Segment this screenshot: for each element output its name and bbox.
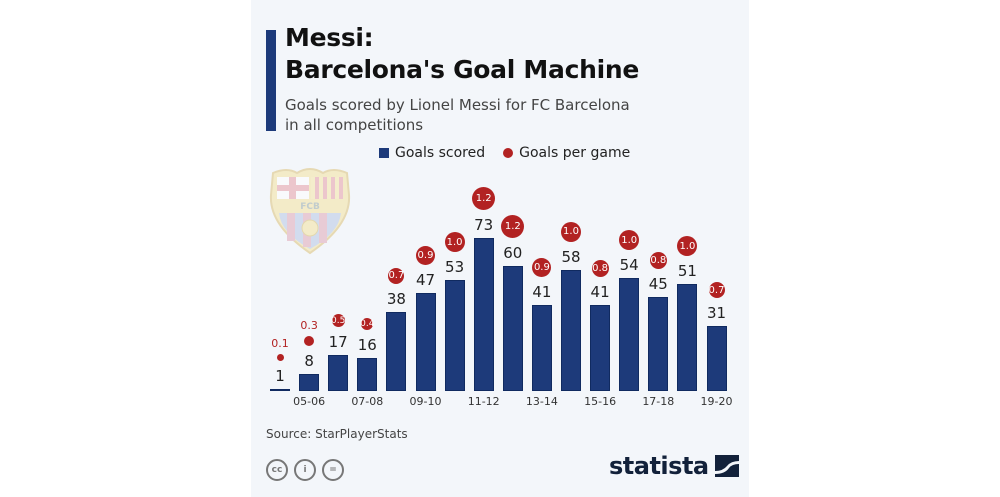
legend-label-goals-scored: Goals scored <box>395 145 486 161</box>
source-text: Source: StarPlayerStats <box>266 427 408 441</box>
goals-per-game-bubble: 1.0 <box>561 221 581 242</box>
statista-logo[interactable]: statista <box>609 452 739 480</box>
bar-value-label: 54 <box>619 256 639 275</box>
bar-19-20 <box>706 326 727 391</box>
title-line-2: Barcelona's Goal Machine <box>285 55 640 84</box>
statista-mark-icon <box>714 455 739 477</box>
goals-per-game-bubble: 0.7 <box>388 267 405 284</box>
goals-per-game-bubble: 0.5 <box>331 314 346 328</box>
bar-16-17 <box>619 278 640 391</box>
bar-value-label: 1 <box>275 366 285 385</box>
goals-per-game-bubble: 1.0 <box>677 236 698 257</box>
legend-dot-icon <box>503 148 514 158</box>
x-axis-tick: 15-16 <box>584 395 617 408</box>
bar-chart: 1 0.1 8 0.3 05-06 17 0.5 16 0.4 07-08 38 0.7 47 0.9 09… <box>251 0 749 420</box>
goals-per-game-bubble <box>304 336 315 347</box>
goals-per-game-bubble: 0.9 <box>532 258 552 278</box>
bar-value-label: 16 <box>357 335 377 354</box>
goals-per-game-label: 0.3 <box>300 319 318 333</box>
x-axis-tick: 17-18 <box>642 395 675 408</box>
fcb-crest-icon: FCB <box>269 168 351 255</box>
bar-value-label: 31 <box>706 304 727 323</box>
subtitle: Goals scored by Lionel Messi for FC Barc… <box>285 95 630 135</box>
subtitle-line-2: in all competitions <box>285 116 424 134</box>
legend-square-icon <box>379 148 389 158</box>
page-title: Messi: Barcelona's Goal Machine <box>285 22 639 86</box>
goals-per-game-bubble: 1.2 <box>501 214 525 238</box>
goals-per-game-bubble: 0.8 <box>591 260 609 278</box>
bar-value-label: 51 <box>677 262 697 281</box>
bar-value-label: 17 <box>328 333 348 352</box>
bar-value-label: 73 <box>474 216 494 235</box>
legend-label-goals-per-game: Goals per game <box>519 145 631 161</box>
goals-per-game-bubble: 1.2 <box>472 187 496 211</box>
bar-value-label: 8 <box>304 352 314 371</box>
bar-11-12 <box>473 238 494 391</box>
bar-04-05 <box>270 388 290 391</box>
bar-value-label: 47 <box>415 270 436 289</box>
x-axis-tick: 09-10 <box>409 395 442 408</box>
bar-07-08 <box>357 357 378 391</box>
goals-per-game-bubble: 0.8 <box>649 251 667 269</box>
bar-17-18 <box>648 296 669 391</box>
x-axis-tick: 19-20 <box>700 395 733 408</box>
title-line-1: Messi: <box>285 23 374 52</box>
bar-08-09 <box>386 311 407 391</box>
goals-per-game-bubble: 1.0 <box>619 230 640 251</box>
brand-name: statista <box>609 452 709 480</box>
bar-09-10 <box>415 292 436 391</box>
bar-10-11 <box>444 280 465 391</box>
bar-value-label: 60 <box>503 243 523 262</box>
by-icon[interactable]: i <box>294 459 316 481</box>
bar-18-19 <box>677 284 698 391</box>
subtitle-line-1: Goals scored by Lionel Messi for FC Barc… <box>285 96 630 114</box>
bar-value-label: 58 <box>561 247 581 266</box>
goals-per-game-bubble: 1.0 <box>444 232 465 253</box>
goals-per-game-bubble: 0.4 <box>360 317 375 330</box>
goals-per-game-bubble: 0.7 <box>708 282 725 299</box>
x-axis-tick: 13-14 <box>525 395 558 408</box>
x-axis-tick: 07-08 <box>351 395 384 408</box>
bar-05-06 <box>299 374 320 391</box>
bar-value-label: 53 <box>445 258 465 277</box>
license-icons: cc i = <box>266 459 344 481</box>
x-axis-tick: 05-06 <box>293 395 326 408</box>
bar-14-15 <box>561 269 581 391</box>
legend: Goals scored Goals per game <box>379 145 630 161</box>
bar-12-13 <box>502 265 523 391</box>
bar-13-14 <box>531 305 552 391</box>
cc-icon[interactable]: cc <box>266 459 288 481</box>
bar-value-label: 41 <box>532 283 552 302</box>
svg-text:FCB: FCB <box>300 202 320 212</box>
bar-value-label: 38 <box>386 289 406 308</box>
bar-06-07 <box>328 355 349 391</box>
nd-icon[interactable]: = <box>322 459 344 481</box>
infographic-card: Messi: Barcelona's Goal Machine Goals sc… <box>251 0 749 497</box>
bar-value-label: 41 <box>590 283 610 302</box>
bar-value-label: 45 <box>648 274 668 293</box>
goals-per-game-bubble: 0.9 <box>416 245 435 265</box>
goals-per-game-label: 0.1 <box>271 336 289 350</box>
bar-15-16 <box>590 305 611 391</box>
goals-per-game-bubble <box>276 353 284 361</box>
x-axis-tick: 11-12 <box>467 395 500 408</box>
title-accent-bar <box>266 30 276 131</box>
